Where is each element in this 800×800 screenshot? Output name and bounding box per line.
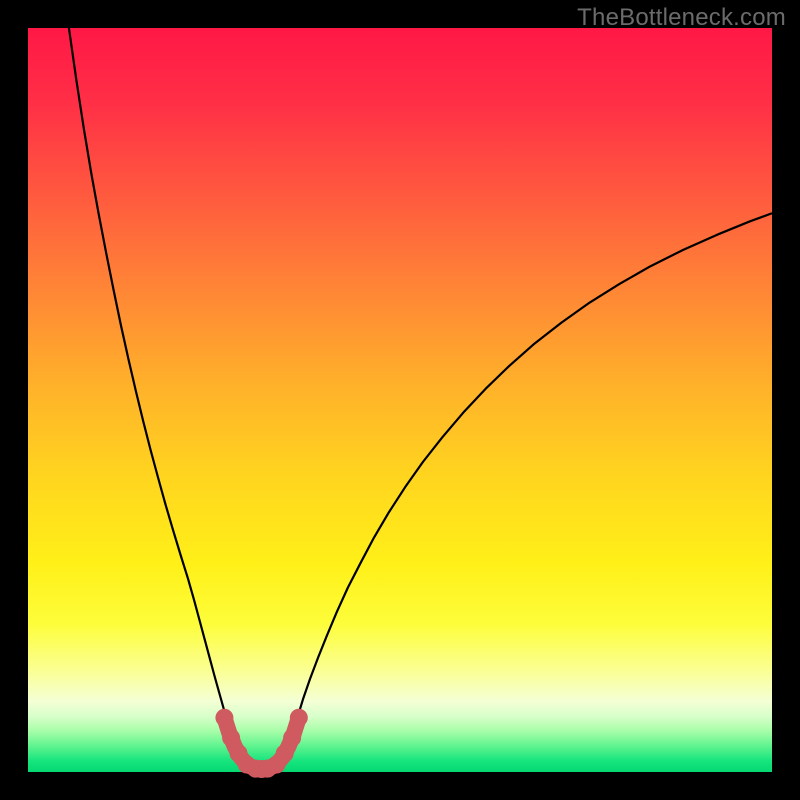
plot-area-gradient [28,28,772,772]
overlay-dot [276,744,294,762]
overlay-dot [222,729,240,747]
overlay-dot [290,709,308,727]
bottleneck-chart [0,0,800,800]
chart-frame: TheBottleneck.com [0,0,800,800]
overlay-dot [215,709,233,727]
overlay-dot [283,729,301,747]
